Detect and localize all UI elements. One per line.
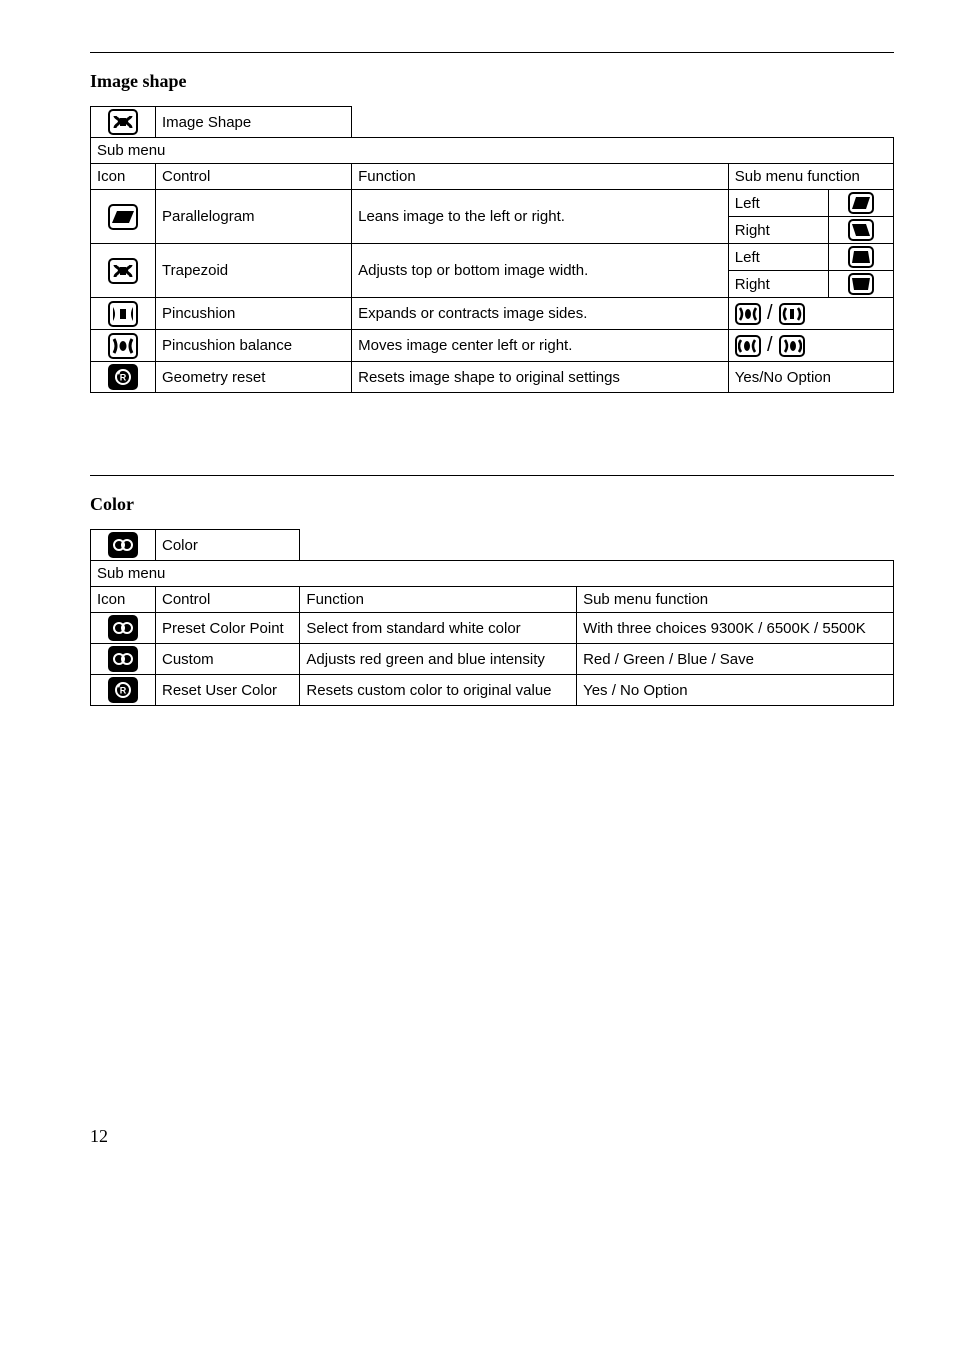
parallelogram-right-icon-cell: [829, 217, 894, 244]
geometry-reset-control: Geometry reset: [156, 362, 352, 393]
table-color: Color Sub menu Icon Control Function Sub…: [90, 529, 894, 706]
parallelogram-icon: [108, 204, 138, 230]
custom-color-icon-cell: [91, 644, 156, 675]
reset-user-color-submenu: Yes / No Option: [577, 675, 894, 706]
image-shape-main-label: Image Shape: [156, 107, 352, 138]
trapezoid-left-icon-cell: [829, 244, 894, 271]
trapezoid-right-icon: [848, 273, 874, 295]
geometry-reset-icon-cell: R: [91, 362, 156, 393]
parallelogram-left-icon: [848, 192, 874, 214]
preset-color-function: Select from standard white color: [300, 613, 577, 644]
reset-user-color-function: Resets custom color to original value: [300, 675, 577, 706]
color-hdr-submenu: Sub menu function: [577, 587, 894, 613]
svg-text:R: R: [120, 686, 127, 696]
trapezoid-control: Trapezoid: [156, 244, 352, 298]
pincushion-submenu: /: [728, 298, 893, 330]
geometry-reset-icon: R: [108, 364, 138, 390]
heading-image-shape: Image shape: [90, 71, 894, 92]
parallelogram-left-label: Left: [728, 190, 828, 217]
hdr-control: Control: [156, 164, 352, 190]
color-main-label: Color: [156, 530, 300, 561]
pincushion-balance-function: Moves image center left or right.: [352, 330, 729, 362]
trapezoid-icon: [108, 258, 138, 284]
color-hdr-function: Function: [300, 587, 577, 613]
trapezoid-right-icon-cell: [829, 271, 894, 298]
parallelogram-function: Leans image to the left or right.: [352, 190, 729, 244]
pincushion-balance-control: Pincushion balance: [156, 330, 352, 362]
image-shape-icon: [108, 109, 138, 135]
hdr-submenu: Sub menu function: [728, 164, 893, 190]
color-hdr-icon: Icon: [91, 587, 156, 613]
hdr-icon: Icon: [91, 164, 156, 190]
slash: /: [765, 302, 775, 324]
preset-color-icon: [108, 615, 138, 641]
reset-user-color-control: Reset User Color: [156, 675, 300, 706]
preset-color-submenu: With three choices 9300K / 6500K / 5500K: [577, 613, 894, 644]
custom-color-control: Custom: [156, 644, 300, 675]
preset-color-icon-cell: [91, 613, 156, 644]
custom-color-function: Adjusts red green and blue intensity: [300, 644, 577, 675]
pincushion-control: Pincushion: [156, 298, 352, 330]
parallelogram-right-icon: [848, 219, 874, 241]
image-shape-main-icon-cell: [91, 107, 156, 138]
trapezoid-left-label: Left: [728, 244, 828, 271]
trapezoid-icon-cell: [91, 244, 156, 298]
page-number: 12: [90, 1126, 894, 1147]
heading-color: Color: [90, 494, 894, 515]
slash: /: [765, 334, 775, 356]
geometry-reset-function: Resets image shape to original settings: [352, 362, 729, 393]
color-submenu-label: Sub menu: [91, 561, 894, 587]
geometry-reset-submenu: Yes/No Option: [728, 362, 893, 393]
color-main-icon: [108, 532, 138, 558]
parallelogram-icon-cell: [91, 190, 156, 244]
table-image-shape: Image Shape Sub menu Icon Control Functi…: [90, 106, 894, 393]
custom-color-submenu: Red / Green / Blue / Save: [577, 644, 894, 675]
svg-text:R: R: [120, 373, 127, 383]
hdr-function: Function: [352, 164, 729, 190]
pincushion-contract-icon: [779, 303, 805, 325]
pincushion-icon: [108, 301, 138, 327]
color-main-icon-cell: [91, 530, 156, 561]
pincushion-balance-left-icon: [735, 335, 761, 357]
reset-user-color-icon-cell: R: [91, 675, 156, 706]
pincushion-balance-icon-cell: [91, 330, 156, 362]
parallelogram-left-icon-cell: [829, 190, 894, 217]
reset-user-color-icon: R: [108, 677, 138, 703]
preset-color-control: Preset Color Point: [156, 613, 300, 644]
image-shape-submenu-label: Sub menu: [91, 138, 894, 164]
trapezoid-left-icon: [848, 246, 874, 268]
pincushion-balance-icon: [108, 333, 138, 359]
parallelogram-control: Parallelogram: [156, 190, 352, 244]
pincushion-function: Expands or contracts image sides.: [352, 298, 729, 330]
parallelogram-right-label: Right: [728, 217, 828, 244]
pincushion-balance-right-icon: [779, 335, 805, 357]
custom-color-icon: [108, 646, 138, 672]
pincushion-balance-submenu: /: [728, 330, 893, 362]
pincushion-expand-icon: [735, 303, 761, 325]
trapezoid-function: Adjusts top or bottom image width.: [352, 244, 729, 298]
trapezoid-right-label: Right: [728, 271, 828, 298]
color-hdr-control: Control: [156, 587, 300, 613]
pincushion-icon-cell: [91, 298, 156, 330]
